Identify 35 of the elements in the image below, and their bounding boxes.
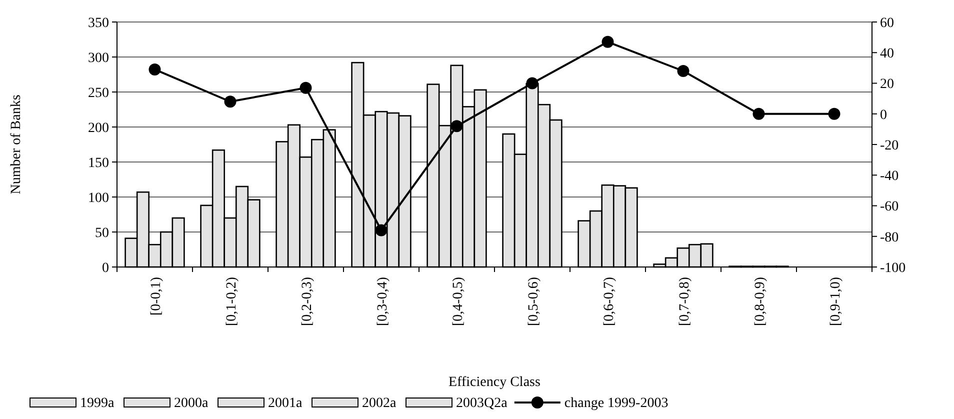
y-tick-label: 100 bbox=[88, 190, 109, 206]
legend-label: 2000a bbox=[174, 396, 209, 411]
x-tick-label: [0,8-0,9) bbox=[752, 276, 768, 326]
x-axis-title: Efficiency Class bbox=[448, 375, 540, 390]
legend-label: 2002a bbox=[362, 396, 397, 411]
y2-tick-label: -20 bbox=[880, 138, 899, 154]
y2-tick-label: -60 bbox=[880, 200, 899, 215]
y2-tick-label: 0 bbox=[880, 108, 887, 123]
y-tick-label: 150 bbox=[88, 156, 109, 171]
y-tick-label: 300 bbox=[88, 50, 109, 66]
legend-label: change 1999-2003 bbox=[564, 396, 668, 411]
y-tick-label: 50 bbox=[95, 226, 109, 241]
x-tick-label: [0,1-0,2) bbox=[224, 276, 240, 326]
y-tick-label: 350 bbox=[88, 16, 109, 31]
x-tick-label: [0-0,1) bbox=[148, 276, 164, 316]
y-tick-label: 200 bbox=[88, 120, 109, 136]
x-tick-label: [0,3-0,4) bbox=[375, 276, 390, 326]
y2-tick-label: -40 bbox=[880, 169, 899, 184]
y-tick-label: 250 bbox=[88, 86, 109, 101]
legend-label: 2003Q2a bbox=[456, 396, 508, 411]
y2-tick-label: 40 bbox=[880, 46, 894, 62]
x-tick-label: [0,2-0,3) bbox=[300, 276, 315, 326]
x-tick-label: [0,5-0,6) bbox=[526, 276, 542, 326]
legend-label: 1999a bbox=[80, 396, 115, 411]
x-tick-label: [0,9-1,0) bbox=[828, 276, 844, 326]
x-tick-label: [0,4-0,5) bbox=[450, 276, 466, 326]
y2-tick-label: -100 bbox=[880, 260, 906, 276]
y2-tick-label: 60 bbox=[880, 16, 894, 31]
y2-tick-label: 20 bbox=[880, 77, 894, 92]
x-tick-label: [0,7-0,8) bbox=[677, 276, 692, 326]
y-axis-title: Number of Banks bbox=[9, 94, 24, 194]
legend-label: 2001a bbox=[268, 396, 303, 411]
y-tick-label: 0 bbox=[102, 260, 109, 276]
x-tick-label: [0,6-0,7) bbox=[602, 276, 617, 326]
y2-tick-label: -80 bbox=[880, 230, 899, 246]
